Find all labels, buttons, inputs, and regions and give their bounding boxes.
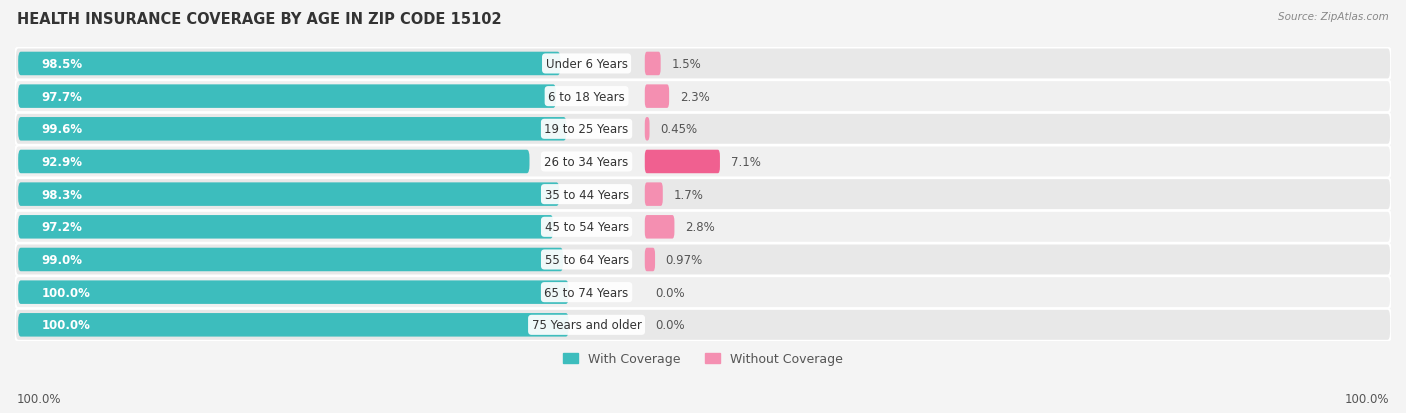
Text: 55 to 64 Years: 55 to 64 Years <box>544 253 628 266</box>
Text: Under 6 Years: Under 6 Years <box>546 58 627 71</box>
FancyBboxPatch shape <box>18 183 560 206</box>
FancyBboxPatch shape <box>645 52 661 76</box>
Text: 35 to 44 Years: 35 to 44 Years <box>544 188 628 201</box>
Text: 99.0%: 99.0% <box>41 253 83 266</box>
FancyBboxPatch shape <box>18 85 555 109</box>
FancyBboxPatch shape <box>645 118 650 141</box>
FancyBboxPatch shape <box>15 244 1391 276</box>
Text: 99.6%: 99.6% <box>41 123 83 136</box>
FancyBboxPatch shape <box>18 281 568 304</box>
Text: 45 to 54 Years: 45 to 54 Years <box>544 221 628 234</box>
FancyBboxPatch shape <box>15 81 1391 113</box>
FancyBboxPatch shape <box>15 211 1391 243</box>
Text: 19 to 25 Years: 19 to 25 Years <box>544 123 628 136</box>
FancyBboxPatch shape <box>15 146 1391 178</box>
FancyBboxPatch shape <box>645 85 669 109</box>
FancyBboxPatch shape <box>15 179 1391 211</box>
Text: 2.3%: 2.3% <box>679 90 710 103</box>
FancyBboxPatch shape <box>18 216 553 239</box>
Text: 100.0%: 100.0% <box>41 286 90 299</box>
Text: Source: ZipAtlas.com: Source: ZipAtlas.com <box>1278 12 1389 22</box>
Text: 26 to 34 Years: 26 to 34 Years <box>544 156 628 169</box>
Text: 1.7%: 1.7% <box>673 188 703 201</box>
Text: 75 Years and older: 75 Years and older <box>531 318 641 332</box>
Text: 100.0%: 100.0% <box>1344 392 1389 405</box>
Text: 6 to 18 Years: 6 to 18 Years <box>548 90 624 103</box>
Text: 100.0%: 100.0% <box>17 392 62 405</box>
FancyBboxPatch shape <box>15 48 1391 80</box>
Text: 65 to 74 Years: 65 to 74 Years <box>544 286 628 299</box>
Text: 2.8%: 2.8% <box>685 221 714 234</box>
Text: 98.5%: 98.5% <box>41 58 83 71</box>
Text: 7.1%: 7.1% <box>731 156 761 169</box>
Text: 100.0%: 100.0% <box>41 318 90 332</box>
FancyBboxPatch shape <box>645 150 720 174</box>
Text: HEALTH INSURANCE COVERAGE BY AGE IN ZIP CODE 15102: HEALTH INSURANCE COVERAGE BY AGE IN ZIP … <box>17 12 502 27</box>
FancyBboxPatch shape <box>15 276 1391 309</box>
Text: 0.97%: 0.97% <box>665 253 703 266</box>
Text: 0.45%: 0.45% <box>661 123 697 136</box>
FancyBboxPatch shape <box>18 52 561 76</box>
Text: 0.0%: 0.0% <box>655 286 685 299</box>
Text: 1.5%: 1.5% <box>671 58 702 71</box>
FancyBboxPatch shape <box>18 313 568 337</box>
FancyBboxPatch shape <box>645 216 675 239</box>
Text: 92.9%: 92.9% <box>41 156 83 169</box>
Text: 98.3%: 98.3% <box>41 188 83 201</box>
Text: 97.7%: 97.7% <box>41 90 83 103</box>
FancyBboxPatch shape <box>645 183 662 206</box>
Text: 0.0%: 0.0% <box>655 318 685 332</box>
Text: 97.2%: 97.2% <box>41 221 83 234</box>
FancyBboxPatch shape <box>15 309 1391 341</box>
FancyBboxPatch shape <box>15 114 1391 145</box>
FancyBboxPatch shape <box>18 248 562 272</box>
FancyBboxPatch shape <box>645 248 655 272</box>
FancyBboxPatch shape <box>18 118 567 141</box>
FancyBboxPatch shape <box>18 150 530 174</box>
Legend: With Coverage, Without Coverage: With Coverage, Without Coverage <box>558 347 848 370</box>
